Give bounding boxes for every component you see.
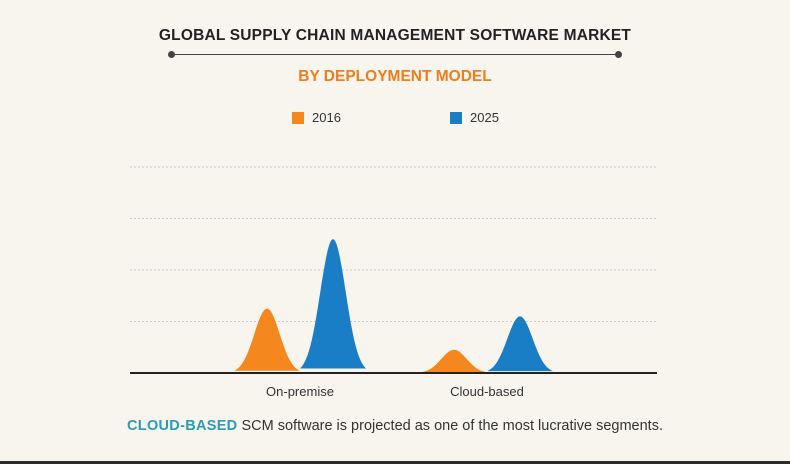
peak-2025-cloud-based [487,316,553,372]
legend-label-2025: 2025 [470,110,499,125]
legend-item-2025: 2025 [450,110,499,125]
divider-right-dot [615,51,622,58]
legend-swatch-2025 [450,111,462,124]
peak-2025-on-premise [300,239,366,369]
divider-left-dot [168,51,175,58]
chart-subtitle: BY DEPLOYMENT MODEL [298,68,492,85]
x-tick-label: Cloud-based [450,384,524,399]
footer-caption: CLOUD-BASED SCM software is projected as… [0,418,790,434]
chart-title: GLOBAL SUPPLY CHAIN MANAGEMENT SOFTWARE … [158,27,632,44]
legend-item-2016: 2016 [292,110,341,125]
title-divider [172,54,618,55]
legend-label-2016: 2016 [312,110,341,125]
peak-2016-cloud-based [421,349,487,373]
footer-text: SCM software is projected as one of the … [237,418,663,434]
peak-2016-on-premise [234,308,300,371]
bottom-bar [0,461,790,464]
x-tick-label: On-premise [266,384,334,399]
footer-highlight: CLOUD-BASED [127,418,238,434]
legend-swatch-2016 [292,111,304,124]
